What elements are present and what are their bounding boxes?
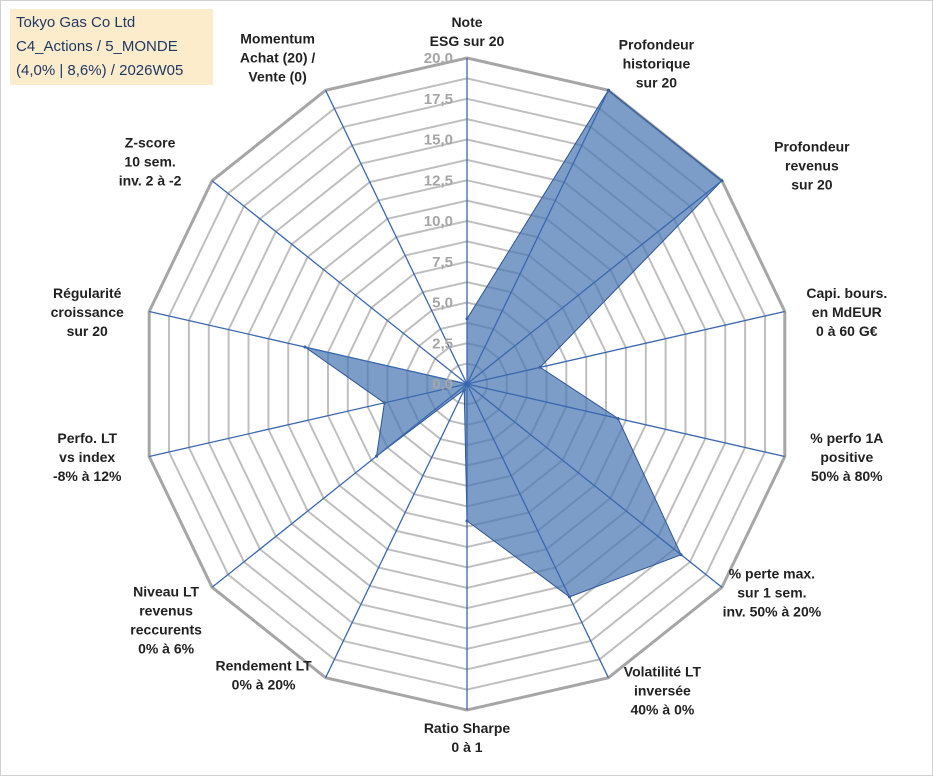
axis-label-2-line-0: Profondeur — [774, 139, 850, 155]
axis-spoke-8 — [325, 383, 468, 678]
axis-label-1-line-2: sur 20 — [636, 74, 677, 90]
axis-label-11-line-1: croissance — [51, 304, 124, 320]
axis-label-2: Profondeur revenus sur 20 — [774, 139, 850, 193]
tick-label-7,5: 7,5 — [432, 254, 453, 271]
axis-spoke-6 — [466, 383, 609, 678]
period-info: (4,0% | 8,6%) / 2026W05 — [16, 62, 184, 79]
radar-axis-labels: Note ESG sur 20 Profondeur historique sur 20… — [51, 14, 888, 755]
title-box: Tokyo Gas Co Ltd C4_Actions / 5_MONDE (4… — [10, 9, 213, 85]
axis-label-3-line-2: 0 à 60 G€ — [816, 323, 878, 339]
axis-label-9: Niveau LT revenus reccurents 0% à 6% — [130, 583, 202, 656]
axis-label-9-line-3: 0% à 6% — [138, 640, 195, 656]
axis-label-13-line-0: Momentum — [240, 30, 315, 46]
tick-label-15,0: 15,0 — [424, 132, 453, 149]
axis-label-10-line-1: vs index — [59, 449, 115, 465]
axis-label-1: Profondeur historique sur 20 — [619, 36, 695, 90]
axis-label-11: Régularité croissance sur 20 — [51, 285, 124, 339]
axis-spoke-9 — [211, 383, 468, 588]
axis-label-3: Capi. bours. en MdEUR 0 à 60 G€ — [806, 285, 887, 339]
axis-label-13-line-2: Vente (0) — [248, 68, 306, 84]
axis-label-13-line-1: Achat (20) / — [240, 49, 316, 65]
axis-label-4-line-1: positive — [820, 449, 873, 465]
portfolio-name: C4_Actions / 5_MONDE — [16, 38, 178, 55]
axis-label-3-line-0: Capi. bours. — [806, 285, 887, 301]
data-series-polygon — [304, 89, 723, 598]
axis-label-5-line-0: % perte max. — [729, 565, 815, 581]
axis-label-0-line-1: ESG sur 20 — [430, 33, 505, 49]
axis-label-11-line-0: Régularité — [53, 285, 122, 301]
tick-label-20,0: 20,0 — [424, 50, 453, 67]
axis-spoke-4 — [466, 383, 785, 458]
axis-label-6-line-0: Volatilité LT — [624, 664, 702, 680]
axis-label-5-line-1: sur 1 sem. — [737, 584, 806, 600]
axis-label-8-line-1: 0% à 20% — [232, 677, 296, 693]
axis-label-7-line-1: 0 à 1 — [451, 739, 482, 755]
tick-label-0,0: 0,0 — [432, 376, 453, 393]
axis-label-1-line-0: Profondeur — [619, 36, 695, 52]
axis-label-11-line-2: sur 20 — [67, 323, 108, 339]
axis-label-8: Rendement LT 0% à 20% — [215, 658, 312, 693]
axis-label-2-line-2: sur 20 — [791, 177, 832, 193]
axis-label-4: % perfo 1A positive 50% à 80% — [810, 430, 883, 484]
axis-label-4-line-0: % perfo 1A — [810, 430, 883, 446]
axis-label-4-line-2: 50% à 80% — [811, 468, 883, 484]
axis-label-13: Momentum Achat (20) / Vente (0) — [240, 30, 316, 84]
axis-label-12: Z-score 10 sem. inv. 2 à -2 — [119, 135, 182, 189]
company-name: Tokyo Gas Co Ltd — [16, 14, 136, 31]
radar-series — [303, 88, 724, 599]
axis-label-8-line-0: Rendement LT — [215, 658, 312, 674]
axis-label-2-line-1: revenus — [785, 158, 839, 174]
tick-label-2,5: 2,5 — [432, 335, 453, 352]
axis-spoke-10 — [149, 383, 468, 458]
axis-label-7-line-0: Ratio Sharpe — [424, 720, 511, 736]
axis-label-6: Volatilité LT inversée 40% à 0% — [624, 664, 702, 718]
axis-label-6-line-1: inversée — [634, 683, 691, 699]
tick-label-10,0: 10,0 — [424, 213, 453, 230]
axis-spoke-3 — [466, 310, 785, 385]
axis-label-5: % perte max. sur 1 sem. inv. 50% à 20% — [723, 565, 822, 619]
axis-label-12-line-0: Z-score — [125, 135, 176, 151]
axis-label-0-line-0: Note — [451, 14, 482, 30]
axis-label-5-line-2: inv. 50% à 20% — [723, 603, 822, 619]
axis-label-9-line-2: reccurents — [130, 621, 202, 637]
radar-tick-labels: 0,0 2,5 5,0 7,5 10,0 12,5 15,0 17,5 20,0 — [424, 50, 453, 393]
axis-label-1-line-1: historique — [623, 55, 691, 71]
axis-label-3-line-1: en MdEUR — [812, 304, 882, 320]
axis-label-6-line-2: 40% à 0% — [630, 702, 694, 718]
tick-label-12,5: 12,5 — [424, 172, 453, 189]
axis-spoke-2 — [466, 180, 723, 385]
axis-spoke-1 — [466, 90, 609, 385]
axis-label-10-line-2: -8% à 12% — [53, 468, 122, 484]
axis-label-7: Ratio Sharpe 0 à 1 — [424, 720, 511, 755]
axis-label-9-line-1: revenus — [139, 602, 193, 618]
axis-label-9-line-0: Niveau LT — [133, 583, 199, 599]
axis-spoke-12 — [211, 180, 468, 385]
axis-spoke-5 — [466, 383, 723, 588]
axis-label-0: Note ESG sur 20 — [430, 14, 505, 49]
axis-label-10: Perfo. LT vs index -8% à 12% — [53, 430, 122, 484]
axis-label-10-line-0: Perfo. LT — [57, 430, 117, 446]
axis-label-12-line-2: inv. 2 à -2 — [119, 173, 182, 189]
axis-spoke-11 — [149, 310, 468, 385]
tick-label-17,5: 17,5 — [424, 91, 453, 108]
radar-spokes — [149, 58, 785, 710]
axis-label-12-line-1: 10 sem. — [124, 154, 175, 170]
tick-label-5,0: 5,0 — [432, 295, 453, 312]
axis-spoke-13 — [325, 90, 468, 385]
